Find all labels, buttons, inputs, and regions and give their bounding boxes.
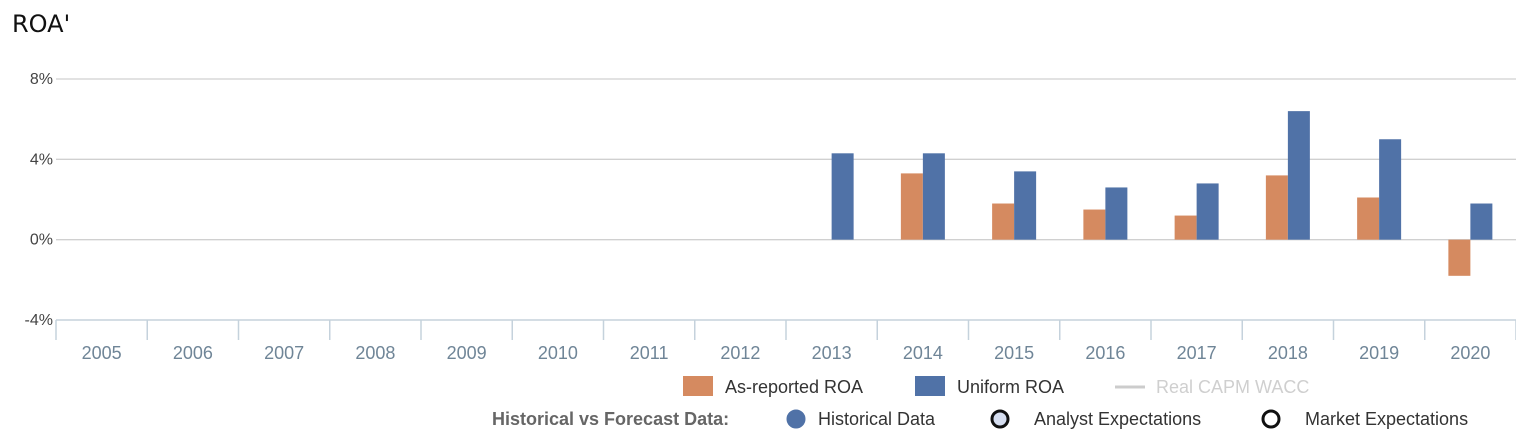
bar-as-reported-2018[interactable] — [1265, 175, 1288, 240]
historical-data-label[interactable]: Historical Data — [818, 409, 936, 429]
bar-uniform-2018[interactable] — [1287, 111, 1310, 240]
x-tick-label: 2018 — [1268, 343, 1308, 363]
analyst-expectations-label[interactable]: Analyst Expectations — [1034, 409, 1201, 429]
market-expectations-marker — [1261, 409, 1281, 429]
y-tick-label: -4% — [25, 312, 53, 329]
bar-as-reported-2015[interactable] — [992, 203, 1015, 240]
analyst-expectations-marker — [990, 409, 1010, 429]
x-tick-label: 2008 — [355, 343, 395, 363]
bar-as-reported-2014[interactable] — [900, 173, 923, 240]
historical-forecast-label: Historical vs Forecast Data: — [492, 409, 729, 429]
bar-uniform-2013[interactable] — [831, 153, 854, 240]
bar-uniform-2015[interactable] — [1014, 171, 1037, 240]
bar-uniform-2020[interactable] — [1470, 203, 1493, 240]
historical-forecast-legend: Historical vs Forecast Data: Historical … — [492, 409, 1468, 429]
legend-swatch-as-reported — [683, 376, 713, 396]
x-tick-label: 2010 — [538, 343, 578, 363]
y-tick-label: 8% — [30, 71, 53, 88]
x-tick-label: 2007 — [264, 343, 304, 363]
x-tick-label: 2009 — [447, 343, 487, 363]
x-tick-label: 2005 — [82, 343, 122, 363]
chart-title: ROA' — [12, 10, 71, 38]
legend-label-uniform[interactable]: Uniform ROA — [957, 377, 1064, 397]
market-expectations-label[interactable]: Market Expectations — [1305, 409, 1468, 429]
bar-uniform-2017[interactable] — [1196, 183, 1219, 240]
bar-as-reported-2019[interactable] — [1357, 197, 1380, 240]
y-tick-label: 4% — [30, 151, 53, 168]
x-tick-label: 2012 — [720, 343, 760, 363]
bar-as-reported-2020[interactable] — [1448, 239, 1471, 276]
bar-as-reported-2016[interactable] — [1083, 209, 1106, 240]
x-axis: 2005 2006 2007 2008 2009 2010 2011 2012 2013 2014… — [55, 319, 1516, 363]
bar-uniform-2014[interactable] — [922, 153, 945, 240]
bar-uniform-2019[interactable] — [1379, 139, 1402, 240]
legend-label-as-reported[interactable]: As-reported ROA — [725, 377, 863, 397]
x-tick-label: 2011 — [630, 343, 669, 363]
historical-data-marker — [786, 409, 806, 429]
x-tick-label: 2017 — [1177, 343, 1217, 363]
x-tick-label: 2013 — [812, 343, 852, 363]
bar-as-reported-2017[interactable] — [1174, 215, 1197, 240]
x-tick-label: 2014 — [903, 343, 943, 363]
y-tick-label: 0% — [30, 232, 53, 249]
bar-uniform-2016[interactable] — [1105, 187, 1128, 240]
x-tick-label: 2006 — [173, 343, 213, 363]
x-tick-label: 2020 — [1450, 343, 1490, 363]
bars — [831, 111, 1493, 276]
x-tick-label: 2016 — [1085, 343, 1125, 363]
grid: 8% 4% 0% -4% — [25, 71, 1516, 329]
legend-label-wacc[interactable]: Real CAPM WACC — [1156, 377, 1309, 397]
x-tick-label: 2019 — [1359, 343, 1399, 363]
legend-swatch-uniform — [915, 376, 945, 396]
x-tick-label: 2015 — [994, 343, 1034, 363]
legend: As-reported ROA Uniform ROA Real CAPM WA… — [683, 376, 1309, 397]
